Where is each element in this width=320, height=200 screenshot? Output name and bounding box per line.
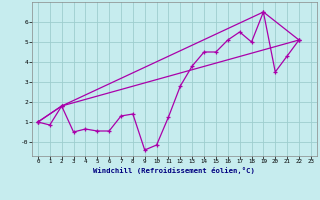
X-axis label: Windchill (Refroidissement éolien,°C): Windchill (Refroidissement éolien,°C) — [93, 167, 255, 174]
